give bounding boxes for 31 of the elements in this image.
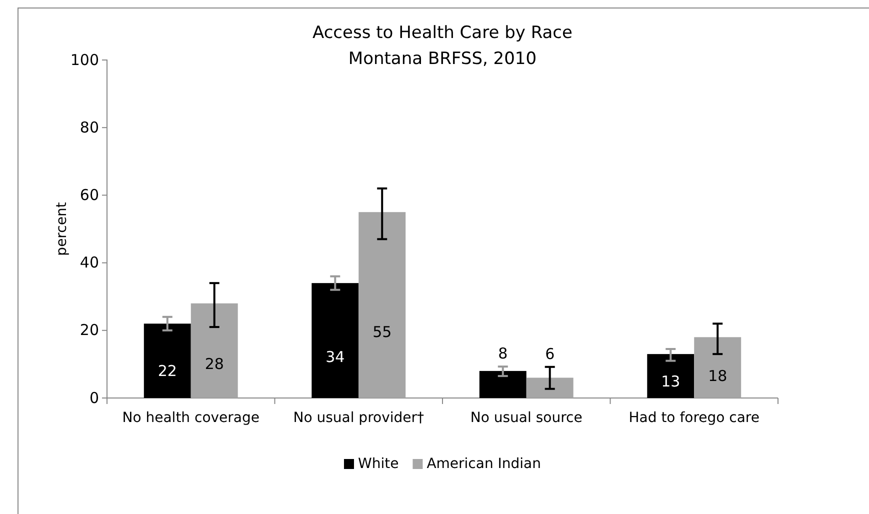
- bar: [190, 303, 238, 398]
- y-tick-label: 60: [80, 186, 99, 204]
- data-label: 34: [326, 348, 345, 366]
- legend-label: American Indian: [426, 456, 542, 472]
- data-label: 13: [661, 372, 680, 391]
- bar: [694, 337, 742, 398]
- data-label: 6: [545, 345, 555, 364]
- y-tick-label: 80: [80, 118, 99, 136]
- chart-subtitle: Montana BRFSS, 2010: [348, 49, 537, 69]
- data-label: 22: [158, 362, 177, 380]
- chart-title: Access to Health Care by Race: [312, 23, 572, 43]
- x-tick-label: No health coverage: [122, 410, 260, 426]
- x-tick-label: Had to forego care: [628, 410, 760, 426]
- bar: [312, 283, 359, 398]
- bar: [144, 324, 191, 398]
- y-axis-title: percent: [54, 202, 70, 256]
- data-label: 18: [708, 366, 728, 385]
- bar: [526, 378, 574, 398]
- y-tick-label: 100: [70, 50, 99, 69]
- y-tick-label: 0: [89, 388, 99, 407]
- data-label: 8: [498, 344, 508, 363]
- data-label: 28: [204, 354, 224, 373]
- y-tick-label: 20: [80, 321, 99, 340]
- bar: [479, 370, 526, 398]
- y-tick-label: 40: [80, 254, 99, 272]
- legend-label: White: [358, 456, 399, 472]
- x-tick-label: No usual provider†: [293, 410, 424, 426]
- data-label: 55: [372, 323, 392, 342]
- bar: [358, 212, 406, 398]
- bar: [647, 354, 694, 398]
- x-tick-label: No usual source: [470, 410, 582, 426]
